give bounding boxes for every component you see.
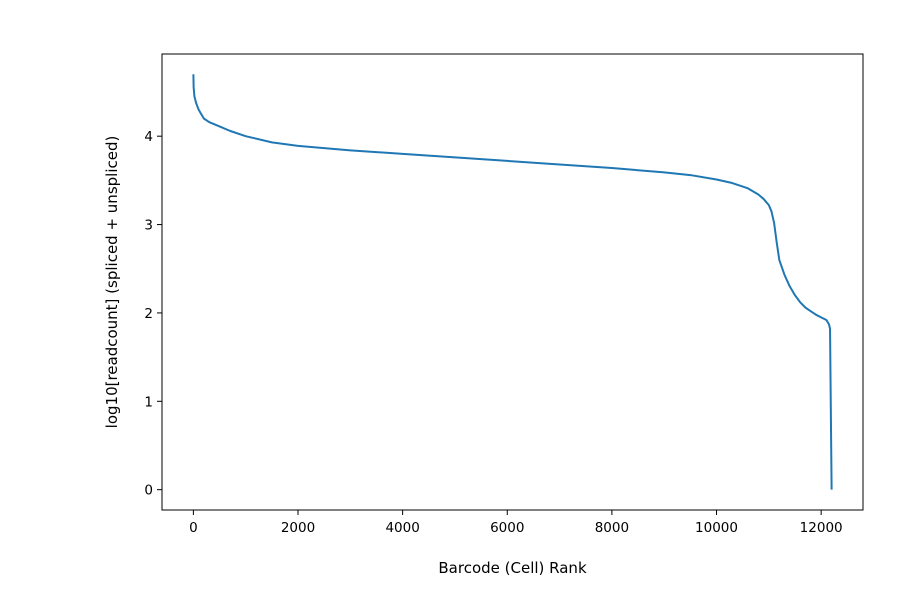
- plot-background: [162, 54, 863, 510]
- series-line-0: [192, 74, 833, 490]
- y-tick-label: 0: [144, 483, 153, 499]
- x-tick-label: 10000: [695, 520, 738, 536]
- x-tick-label: 0: [189, 520, 198, 536]
- x-tick-label: 4000: [385, 520, 419, 536]
- y-tick-label: 3: [144, 218, 153, 234]
- y-tick-label: 4: [144, 129, 153, 145]
- x-tick-label: 2000: [281, 520, 315, 536]
- y-axis-title: log10[readcount] (spliced + unspliced): [103, 136, 121, 429]
- y-tick-label: 2: [144, 306, 153, 322]
- plot-frame: [161, 53, 864, 511]
- x-tick-label: 6000: [490, 520, 524, 536]
- x-tick-label: 8000: [595, 520, 629, 536]
- y-tick-label: 1: [144, 394, 153, 410]
- x-tick-label: 12000: [800, 520, 843, 536]
- x-axis-title: Barcode (Cell) Rank: [438, 559, 587, 577]
